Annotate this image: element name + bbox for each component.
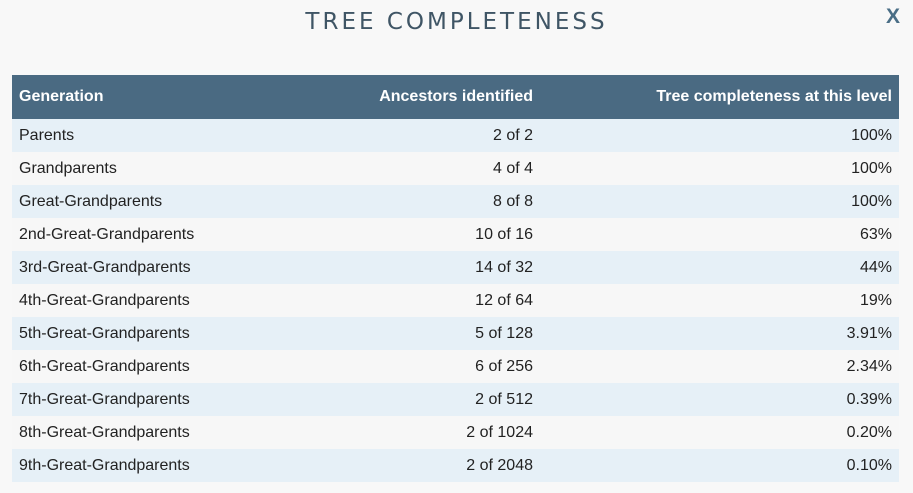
cell-ancestors: 5 of 128	[475, 324, 533, 342]
close-button[interactable]: X	[885, 5, 900, 28]
cell-ancestors: 10 of 16	[475, 225, 533, 243]
table-row: Great-Grandparents 8 of 8 100%	[12, 185, 899, 218]
cell-generation: 2nd-Great-Grandparents	[19, 225, 195, 243]
cell-ancestors: 8 of 8	[492, 192, 533, 210]
header-tree-completeness: Tree completeness at this level	[656, 88, 892, 105]
cell-completeness: 0.20%	[846, 423, 892, 441]
table-row: Grandparents 4 of 4 100%	[12, 152, 899, 185]
cell-generation: Great-Grandparents	[19, 192, 163, 210]
cell-completeness: 63%	[859, 225, 892, 243]
cell-completeness: 100%	[851, 159, 892, 177]
cell-completeness: 0.10%	[846, 456, 892, 474]
cell-ancestors: 2 of 2	[492, 126, 533, 144]
cell-ancestors: 14 of 32	[475, 258, 533, 276]
cell-completeness: 3.91%	[846, 324, 892, 342]
header-generation: Generation	[19, 88, 104, 105]
cell-completeness: 100%	[851, 126, 892, 144]
table-row: 2nd-Great-Grandparents 10 of 16 63%	[12, 218, 899, 251]
table-row: 7th-Great-Grandparents 2 of 512 0.39%	[12, 383, 899, 416]
cell-generation: 3rd-Great-Grandparents	[19, 258, 191, 276]
table-row: 6th-Great-Grandparents 6 of 256 2.34%	[12, 350, 899, 383]
modal-title: TREE COMPLETENESS	[305, 9, 608, 35]
cell-ancestors: 6 of 256	[475, 357, 533, 375]
table-row: 9th-Great-Grandparents 2 of 2048 0.10%	[12, 449, 899, 482]
cell-ancestors: 2 of 1024	[466, 423, 533, 441]
table-row: 8th-Great-Grandparents 2 of 1024 0.20%	[12, 416, 899, 449]
completeness-table-container: Generation Ancestors identified Tree com…	[12, 75, 899, 482]
table-row: 5th-Great-Grandparents 5 of 128 3.91%	[12, 317, 899, 350]
cell-completeness: 2.34%	[846, 357, 892, 375]
cell-generation: 6th-Great-Grandparents	[19, 357, 190, 375]
cell-generation: Parents	[19, 126, 75, 144]
cell-completeness: 44%	[859, 258, 892, 276]
cell-generation: 5th-Great-Grandparents	[19, 324, 190, 342]
cell-ancestors: 2 of 2048	[466, 456, 533, 474]
cell-generation: 9th-Great-Grandparents	[19, 456, 190, 474]
table-header-row: Generation Ancestors identified Tree com…	[12, 75, 899, 119]
cell-generation: Grandparents	[19, 159, 117, 177]
table-row: 3rd-Great-Grandparents 14 of 32 44%	[12, 251, 899, 284]
cell-generation: 7th-Great-Grandparents	[19, 390, 190, 408]
completeness-table: Generation Ancestors identified Tree com…	[12, 75, 899, 482]
cell-ancestors: 4 of 4	[492, 159, 533, 177]
cell-completeness: 0.39%	[846, 390, 892, 408]
cell-ancestors: 2 of 512	[475, 390, 533, 408]
cell-ancestors: 12 of 64	[475, 291, 533, 309]
table-row: 4th-Great-Grandparents 12 of 64 19%	[12, 284, 899, 317]
header-ancestors-identified: Ancestors identified	[379, 88, 533, 105]
cell-completeness: 100%	[851, 192, 892, 210]
table-row: Parents 2 of 2 100%	[12, 119, 899, 152]
cell-generation: 4th-Great-Grandparents	[19, 291, 190, 309]
cell-generation: 8th-Great-Grandparents	[19, 423, 190, 441]
cell-completeness: 19%	[859, 291, 892, 309]
